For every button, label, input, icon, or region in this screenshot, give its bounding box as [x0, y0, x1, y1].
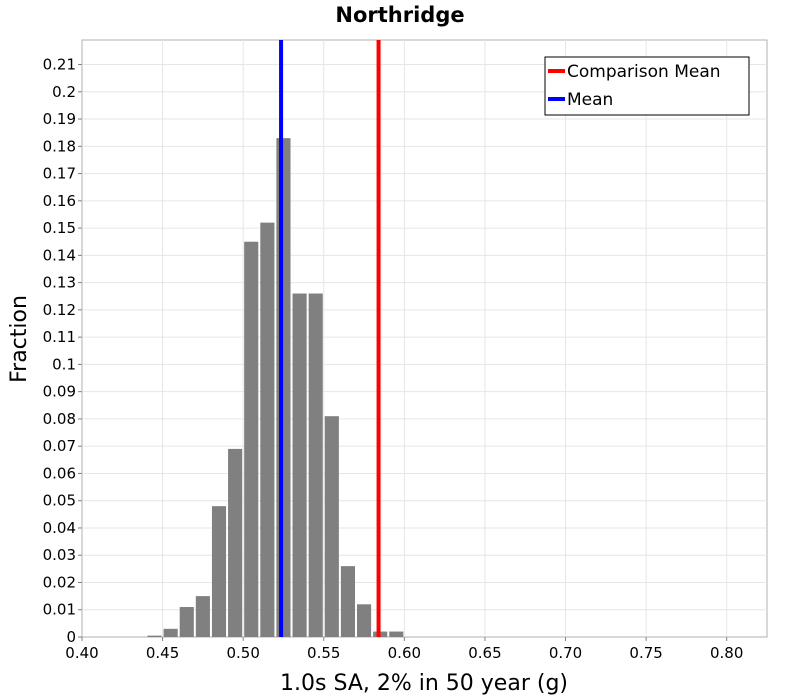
x-tick-label: 0.60 — [388, 644, 421, 662]
y-tick-label: 0.09 — [43, 383, 76, 401]
y-tick-label: 0.04 — [43, 519, 76, 537]
y-tick-label: 0.01 — [43, 601, 76, 619]
legend-label-mean: Mean — [567, 90, 613, 110]
histogram-bar — [211, 506, 227, 637]
x-tick-label: 0.70 — [549, 644, 582, 662]
histogram-bar — [179, 607, 194, 637]
histogram-bar — [389, 631, 404, 637]
histogram-bar — [292, 293, 307, 637]
x-tick-label: 0.80 — [710, 644, 743, 662]
chart-title: Northridge — [335, 3, 464, 27]
x-tick-label: 0.40 — [65, 644, 98, 662]
histogram-bar — [308, 293, 323, 637]
histogram-bar — [357, 604, 372, 637]
x-axis-label: 1.0s SA, 2% in 50 year (g) — [280, 671, 568, 696]
y-tick-label: 0 — [66, 628, 76, 646]
histogram-bar — [228, 448, 243, 637]
histogram-bar — [147, 635, 162, 637]
plot-area — [81, 39, 768, 638]
y-tick-label: 0.08 — [43, 410, 76, 428]
y-tick-label: 0.06 — [43, 464, 76, 482]
y-tick-label: 0.05 — [43, 492, 76, 510]
mean-lines — [279, 40, 381, 637]
histogram-bar — [163, 628, 178, 637]
y-tick-label: 0.17 — [43, 165, 76, 183]
y-axis-label: Fraction — [7, 295, 32, 383]
y-tick-label: 0.21 — [43, 56, 76, 74]
histogram-bar — [340, 566, 355, 637]
grid-lines — [82, 40, 767, 637]
y-tick-label: 0.18 — [43, 137, 76, 155]
histogram-bar — [244, 241, 259, 638]
histogram-bar — [195, 596, 210, 637]
y-tick-label: 0.2 — [52, 83, 76, 101]
x-tick-label: 0.50 — [226, 644, 259, 662]
histogram-bar — [324, 416, 339, 637]
y-tick-label: 0.11 — [43, 328, 76, 346]
x-tick-label: 0.65 — [468, 644, 501, 662]
y-tick-label: 0.15 — [43, 219, 76, 237]
legend-label-comparison-mean: Comparison Mean — [567, 62, 721, 82]
y-tick-label: 0.07 — [43, 437, 76, 455]
y-tick-label: 0.19 — [43, 110, 76, 128]
y-tick-label: 0.16 — [43, 192, 76, 210]
y-tick-label: 0.13 — [43, 274, 76, 292]
y-tick-label: 0.12 — [43, 301, 76, 319]
x-axis-ticks: 0.40 0.45 0.50 0.55 0.60 0.65 0.70 0.75 0.80 — [65, 637, 743, 662]
x-tick-label: 0.75 — [629, 644, 662, 662]
y-tick-label: 0.02 — [43, 573, 76, 591]
y-tick-label: 0.03 — [43, 546, 76, 564]
legend-box — [544, 56, 750, 116]
x-tick-label: 0.45 — [146, 644, 179, 662]
x-tick-label: 0.55 — [307, 644, 340, 662]
histogram-bar — [276, 138, 291, 637]
histogram-bar — [260, 222, 275, 637]
legend: Comparison Mean Mean — [544, 56, 750, 116]
y-axis-ticks: 0 0.01 0.02 0.03 0.04 0.05 0.06 0.07 0.08 0.09 0.1… — [43, 56, 82, 646]
y-tick-label: 0.1 — [52, 355, 76, 373]
y-tick-label: 0.14 — [43, 246, 76, 264]
